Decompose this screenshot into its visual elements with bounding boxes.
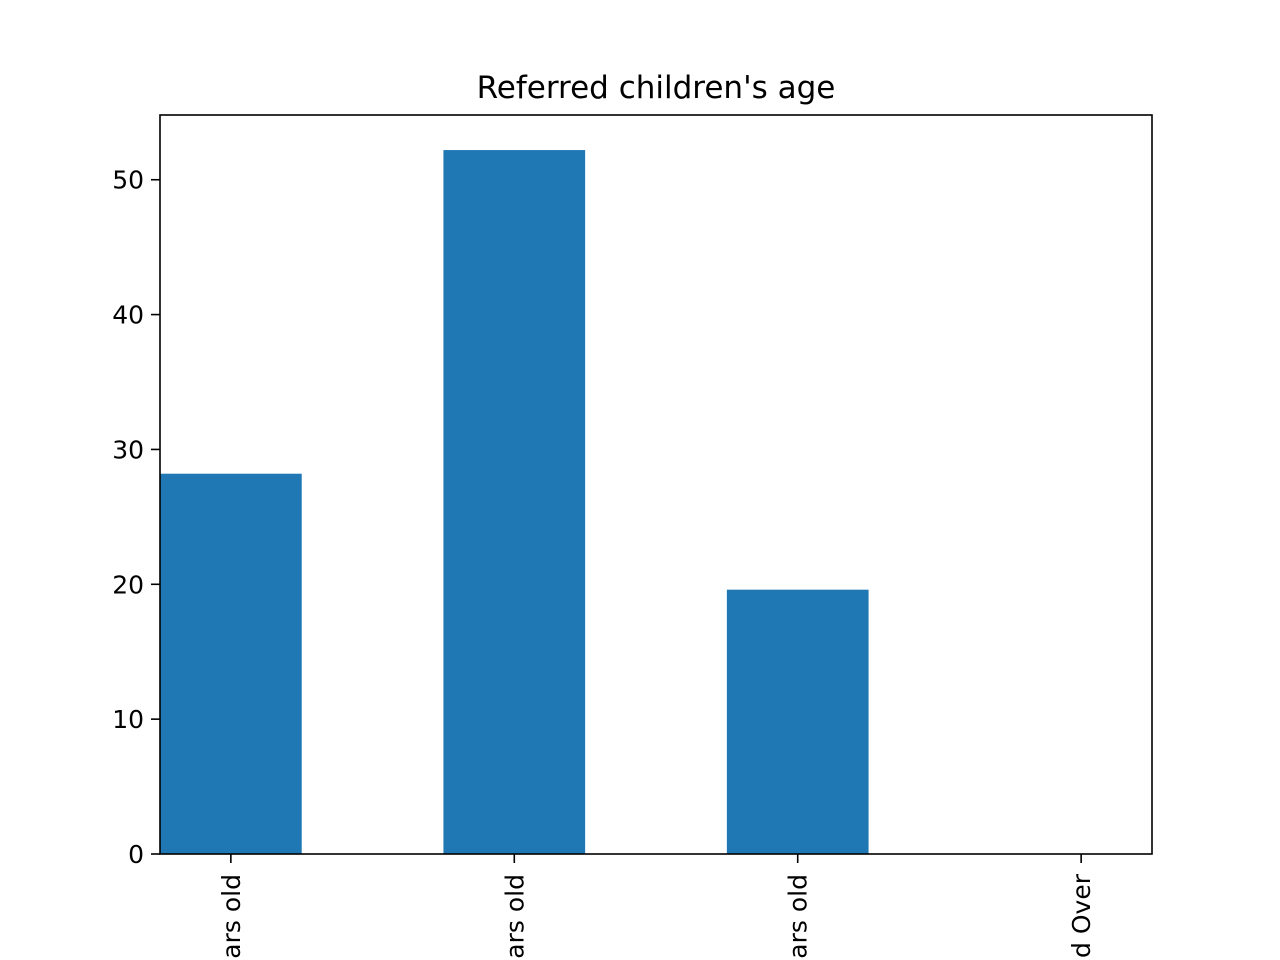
y-tick-label: 20: [112, 570, 144, 599]
y-axis: 0 10 20 30 40 50: [112, 166, 160, 869]
x-tick-label: ars old: [784, 874, 813, 959]
y-tick-label: 30: [112, 435, 144, 464]
chart-title: Referred children's age: [477, 70, 836, 106]
bar-1: [443, 150, 586, 855]
y-tick-label: 0: [128, 840, 144, 869]
x-axis: ars old ars old ars old d Over: [217, 854, 1096, 959]
bar-0: [160, 473, 302, 854]
bar-2: [726, 589, 869, 854]
x-tick-label: d Over: [1067, 873, 1096, 958]
y-tick-label: 40: [112, 301, 144, 330]
y-tick-label: 50: [112, 166, 144, 195]
y-tick-label: 10: [112, 705, 144, 734]
plot-frame: [159, 114, 1153, 855]
x-tick-label: ars old: [217, 874, 246, 959]
bars-layer: [160, 150, 869, 855]
x-tick-label: ars old: [500, 874, 529, 959]
